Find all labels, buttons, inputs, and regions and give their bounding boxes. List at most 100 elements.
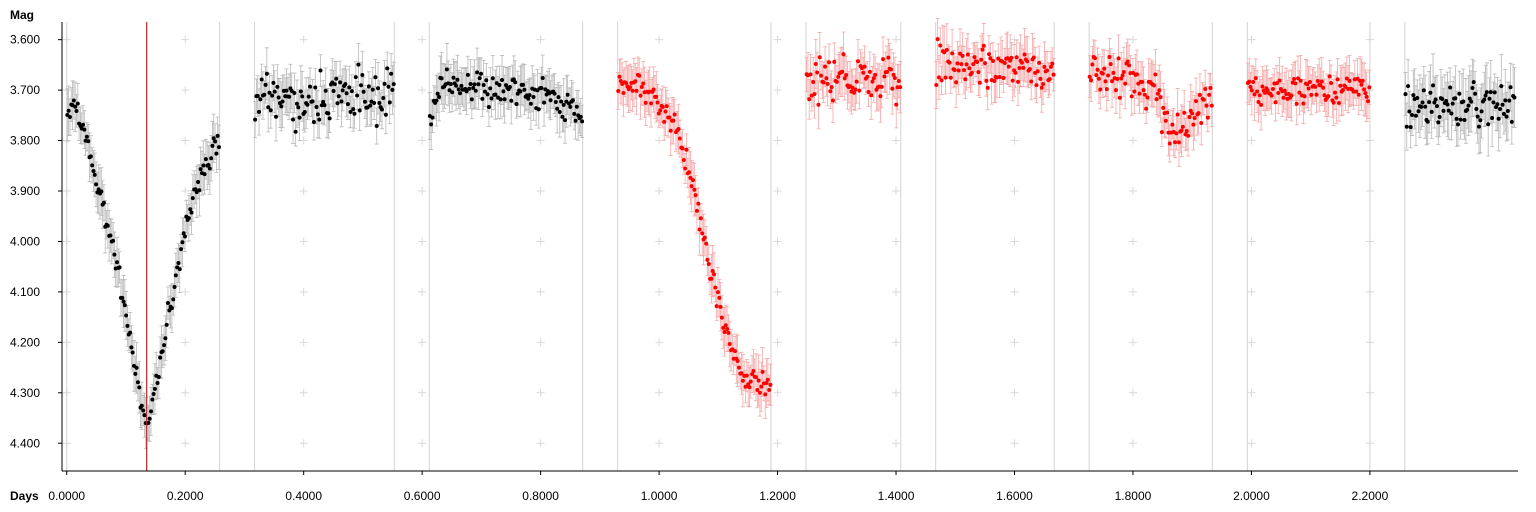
data-point — [169, 306, 174, 311]
data-point — [156, 374, 161, 379]
data-point — [331, 89, 336, 94]
data-point — [390, 87, 395, 92]
data-point — [502, 97, 507, 102]
data-point — [148, 409, 153, 414]
data-point — [815, 70, 820, 75]
data-point — [1432, 100, 1437, 105]
data-point — [386, 84, 391, 89]
data-point — [335, 101, 340, 106]
data-point — [565, 92, 570, 97]
data-point — [1051, 72, 1056, 77]
data-point — [639, 84, 644, 89]
data-point — [137, 385, 142, 390]
data-point — [1173, 140, 1178, 145]
data-point — [1255, 89, 1260, 94]
data-point — [662, 119, 667, 124]
data-point — [477, 76, 482, 81]
data-point — [1484, 90, 1489, 95]
data-point — [1340, 87, 1345, 92]
x-tick-label: 1.0000 — [641, 489, 678, 503]
data-point — [672, 112, 677, 117]
data-point — [74, 109, 79, 114]
data-point — [869, 93, 874, 98]
grid-cross — [181, 287, 190, 296]
grid-cross — [536, 237, 545, 246]
data-point — [1098, 87, 1103, 92]
data-point — [1326, 94, 1331, 99]
data-point — [865, 74, 870, 79]
data-point — [712, 272, 717, 277]
data-point — [75, 101, 80, 106]
grid-cross — [1247, 237, 1256, 246]
grid-cross — [1128, 287, 1137, 296]
data-point — [870, 79, 875, 84]
data-point — [1512, 95, 1517, 100]
data-point — [641, 81, 646, 86]
data-point — [146, 420, 151, 425]
data-point — [1197, 92, 1202, 97]
data-point — [1336, 100, 1341, 105]
data-point — [190, 196, 195, 201]
data-point — [1444, 98, 1449, 103]
data-point — [628, 85, 633, 90]
grid-cross — [418, 86, 427, 95]
data-point — [1466, 103, 1471, 108]
data-point — [1196, 111, 1201, 116]
data-point — [834, 79, 839, 84]
data-point — [479, 71, 484, 76]
data-point — [165, 300, 170, 305]
data-point — [1507, 98, 1512, 103]
data-point — [1509, 119, 1514, 124]
data-point — [1487, 96, 1492, 101]
data-point — [1429, 109, 1434, 114]
grid-cross — [536, 287, 545, 296]
data-point — [1270, 86, 1275, 91]
data-point — [382, 81, 387, 86]
grid-cross — [1247, 439, 1256, 448]
data-point — [372, 100, 377, 105]
data-point — [894, 102, 899, 107]
data-point — [1116, 56, 1121, 61]
data-point — [451, 75, 456, 80]
data-point — [1265, 88, 1270, 93]
data-point — [681, 157, 686, 162]
data-point — [633, 79, 638, 84]
grid-cross — [1247, 187, 1256, 196]
data-point — [1274, 81, 1279, 86]
data-point — [1428, 90, 1433, 95]
data-point — [1453, 96, 1458, 101]
data-point — [757, 390, 762, 395]
axis-ticks: 3.600 3.700 3.800 3.900 4.000 4.100 4.200 4.300… — [10, 33, 1389, 503]
data-point — [840, 69, 845, 74]
data-point — [1094, 73, 1099, 78]
data-point — [317, 117, 322, 122]
data-point — [1106, 73, 1111, 78]
data-point — [1505, 108, 1510, 113]
data-point — [548, 98, 553, 103]
x-tick-label: 0.4000 — [285, 489, 322, 503]
data-point — [351, 107, 356, 112]
data-point — [1448, 85, 1453, 90]
grid-cross — [892, 338, 901, 347]
data-point — [726, 330, 731, 335]
grid-cross — [1128, 237, 1137, 246]
data-point — [112, 252, 117, 257]
data-point — [189, 210, 194, 215]
data-point — [938, 43, 943, 48]
data-point — [1479, 109, 1484, 114]
data-point — [1277, 78, 1282, 83]
data-point — [1433, 97, 1438, 102]
x-tick-label: 1.6000 — [996, 489, 1033, 503]
data-point — [353, 75, 358, 80]
data-point — [472, 82, 477, 87]
data-point — [481, 82, 486, 87]
data-point — [1334, 95, 1339, 100]
data-point — [656, 111, 661, 116]
data-point — [86, 139, 91, 144]
x-tick-label: 2.2000 — [1352, 489, 1389, 503]
data-point — [176, 261, 181, 266]
data-point — [812, 92, 817, 97]
data-point — [1458, 117, 1463, 122]
data-point — [509, 98, 514, 103]
data-point — [480, 96, 485, 101]
